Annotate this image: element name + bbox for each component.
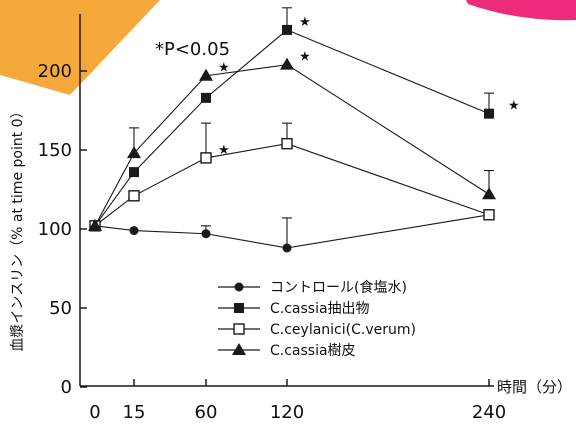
data-point xyxy=(484,108,494,119)
decorative-pink-shape xyxy=(466,0,576,21)
y-axis-label: 血漿インスリン（% at time point 0） xyxy=(10,104,26,351)
y-tick-label: 200 xyxy=(38,61,72,82)
significance-star: ★ xyxy=(218,143,230,158)
y-tick-label: 0 xyxy=(61,377,72,398)
data-point xyxy=(129,167,139,178)
data-point xyxy=(281,137,293,150)
significance-star: ★ xyxy=(299,50,311,65)
data-point xyxy=(482,187,496,200)
data-point xyxy=(234,303,244,313)
series-line xyxy=(94,214,490,249)
y-tick-label: 150 xyxy=(38,140,72,161)
x-tick-label: 240 xyxy=(472,402,506,423)
legend: コントロール(食塩水) C.cassia抽出物 C.ceylanici(C.veru… xyxy=(218,279,416,359)
significance-star: ★ xyxy=(218,61,230,76)
data-point xyxy=(129,226,139,236)
legend-label: C.cassia抽出物 xyxy=(270,301,370,317)
y-tick-label: 50 xyxy=(49,298,72,319)
data-point xyxy=(128,190,140,202)
x-tick-label: 15 xyxy=(123,402,146,423)
data-point xyxy=(233,323,245,335)
significance-star: ★ xyxy=(508,99,520,114)
x-axis-label: 時間（分） xyxy=(497,378,572,396)
data-point xyxy=(88,218,102,231)
data-point xyxy=(200,152,212,164)
data-point xyxy=(199,68,213,81)
significance-star: ★ xyxy=(299,15,311,30)
legend-label: C.ceylanici(C.verum) xyxy=(270,322,416,338)
data-point xyxy=(232,343,246,355)
axes: 0 50 100 150 200 0 15 60 120 240 xyxy=(38,14,506,423)
data-point xyxy=(201,229,211,239)
data-point xyxy=(282,24,292,35)
series-3: ★ xyxy=(89,122,495,232)
x-tick-label: 120 xyxy=(270,402,304,423)
data-point xyxy=(483,209,495,221)
y-tick-label: 100 xyxy=(38,219,72,240)
series-group: ★★★★★ xyxy=(88,7,520,253)
series-1 xyxy=(90,210,494,253)
legend-label: コントロール(食塩水) xyxy=(270,279,407,296)
data-point xyxy=(280,57,294,70)
data-point xyxy=(201,92,211,103)
data-point xyxy=(282,243,292,253)
series-4: ★★ xyxy=(88,50,496,231)
legend-label: C.cassia樹皮 xyxy=(270,343,356,359)
x-tick-label: 60 xyxy=(195,402,218,423)
x-tick-label: 0 xyxy=(89,402,100,423)
data-point xyxy=(127,146,141,159)
data-point xyxy=(234,282,244,292)
significance-annotation: *P<0.05 xyxy=(155,39,230,60)
